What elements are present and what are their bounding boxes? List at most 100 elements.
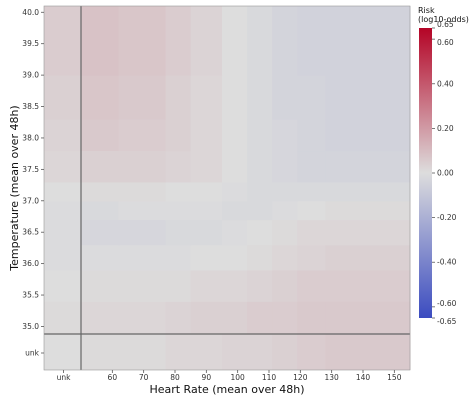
heatmap-cell <box>272 200 298 221</box>
heatmap-cell <box>272 269 298 302</box>
heatmap-cell <box>165 244 192 271</box>
heatmap-cell <box>325 200 411 221</box>
y-tick-label: 35.0 <box>22 322 39 331</box>
colorbar-tick-label: -0.65 <box>437 317 457 326</box>
heatmap-cell-unknown-y <box>165 334 192 370</box>
colorbar-tick-label: 0.00 <box>437 169 454 178</box>
heatmap-cell <box>247 150 273 183</box>
heatmap-cell-unknown-x <box>44 75 81 120</box>
heatmap-cell-unknown-y <box>247 334 273 370</box>
heatmap-cell <box>165 150 192 183</box>
heatmap-cell <box>190 181 223 202</box>
heatmap-cell <box>297 244 326 271</box>
heatmap-cell-unknown-x <box>44 269 81 302</box>
y-tick-label: 39.5 <box>22 39 39 48</box>
heatmap-cell <box>190 75 223 120</box>
heatmap-cell <box>222 244 248 271</box>
heatmap-cell <box>118 75 167 120</box>
x-tick-label: 130 <box>325 373 340 382</box>
heatmap-cell <box>81 150 120 183</box>
heatmap-cell <box>247 181 273 202</box>
heatmap-cell <box>325 181 411 202</box>
heatmap-cell <box>118 269 167 302</box>
heatmap-cell <box>190 200 223 221</box>
colorbar-subtitle: (log10-odds) <box>418 15 469 24</box>
heatmap-cell <box>190 301 223 335</box>
colorbar-ticks: 0.65 0.60 0.40 0.20 0.00 -0.20 -0.40 -0.60 -0.65 <box>432 20 457 326</box>
heatmap-cell <box>118 200 167 221</box>
heatmap-cell <box>325 150 411 183</box>
heatmap-cell <box>118 6 167 76</box>
heatmap-cell <box>222 181 248 202</box>
y-axis-ticks: unk 35.0 35.5 36.0 36.5 37.0 37.5 38.0 38.5 39.0 3… <box>22 8 44 358</box>
heatmap-cell-unknown-x <box>44 6 81 76</box>
heatmap-cell <box>272 244 298 271</box>
heatmap-cell <box>81 269 120 302</box>
heatmap-cell <box>247 219 273 246</box>
colorbar: Risk (log10-odds) 0.65 0.60 0.40 0.20 0.00 -0… <box>418 6 469 326</box>
heatmap-cell <box>118 119 167 152</box>
heatmap-cell <box>272 219 298 246</box>
heatmap-cell <box>222 301 248 335</box>
heatmap-cell <box>297 219 326 246</box>
x-axis-title: Heart Rate (mean over 48h) <box>149 383 304 396</box>
heatmap-cell <box>165 75 192 120</box>
heatmap-cell <box>165 200 192 221</box>
heatmap-cell-unknown-x <box>44 219 81 246</box>
y-tick-label: 36.5 <box>22 228 39 237</box>
heatmap-cell <box>297 301 326 335</box>
y-tick-label: 40.0 <box>22 8 39 17</box>
heatmap-cell <box>325 75 411 120</box>
heatmap-cell <box>247 301 273 335</box>
heatmap-cell <box>325 301 411 335</box>
heatmap-cell <box>190 219 223 246</box>
heatmap-cell <box>222 75 248 120</box>
x-tick-label-unknown: unk <box>57 373 72 382</box>
colorbar-tick-label: -0.40 <box>437 258 457 267</box>
heatmap-cell <box>118 244 167 271</box>
heatmap-cell <box>81 219 120 246</box>
heatmap-cell <box>190 150 223 183</box>
y-tick-label-unknown: unk <box>25 349 40 358</box>
heatmap-cell-unknown-y <box>297 334 326 370</box>
heatmap-cell-unknown-x <box>44 301 81 335</box>
heatmap-cell-unknown-y <box>325 334 411 370</box>
heatmap-cell <box>247 269 273 302</box>
heatmap-cell <box>81 6 120 76</box>
heatmap-cell <box>325 6 411 76</box>
colorbar-tick-label: -0.20 <box>437 213 457 222</box>
heatmap-cell <box>272 75 298 120</box>
heatmap-cell <box>247 119 273 152</box>
colorbar-title: Risk <box>418 6 435 15</box>
x-tick-label: 90 <box>202 373 212 382</box>
heatmap-cell <box>297 181 326 202</box>
heatmap-cell <box>325 219 411 246</box>
heatmap-cell <box>165 119 192 152</box>
heatmap-cell <box>118 219 167 246</box>
heatmap-cell <box>222 219 248 246</box>
colorbar-tick-label: -0.60 <box>437 299 457 308</box>
heatmap-cell <box>247 75 273 120</box>
heatmap-cell-unknown-x <box>44 119 81 152</box>
y-tick-label: 38.0 <box>22 133 39 142</box>
heatmap-cell <box>297 200 326 221</box>
heatmap-cell <box>222 269 248 302</box>
x-tick-label: 70 <box>139 373 149 382</box>
heatmap-cell <box>118 301 167 335</box>
heatmap-cell <box>325 244 411 271</box>
heatmap-cells <box>44 6 411 370</box>
heatmap-cell-unknown-y <box>272 334 298 370</box>
heatmap-cell <box>81 75 120 120</box>
colorbar-tick-label: 0.65 <box>437 20 454 29</box>
heatmap-cell <box>222 119 248 152</box>
y-axis-title: Temperature (mean over 48h) <box>8 105 21 271</box>
colorbar-tick-label: 0.40 <box>437 79 454 88</box>
y-tick-label: 35.5 <box>22 291 39 300</box>
heatmap-cell <box>272 181 298 202</box>
heatmap-cell <box>81 301 120 335</box>
heatmap-cell <box>222 6 248 76</box>
heatmap-cell-unknown-y <box>118 334 167 370</box>
heatmap-cell <box>165 219 192 246</box>
heatmap-cell <box>272 6 298 76</box>
heatmap-cell <box>325 119 411 152</box>
